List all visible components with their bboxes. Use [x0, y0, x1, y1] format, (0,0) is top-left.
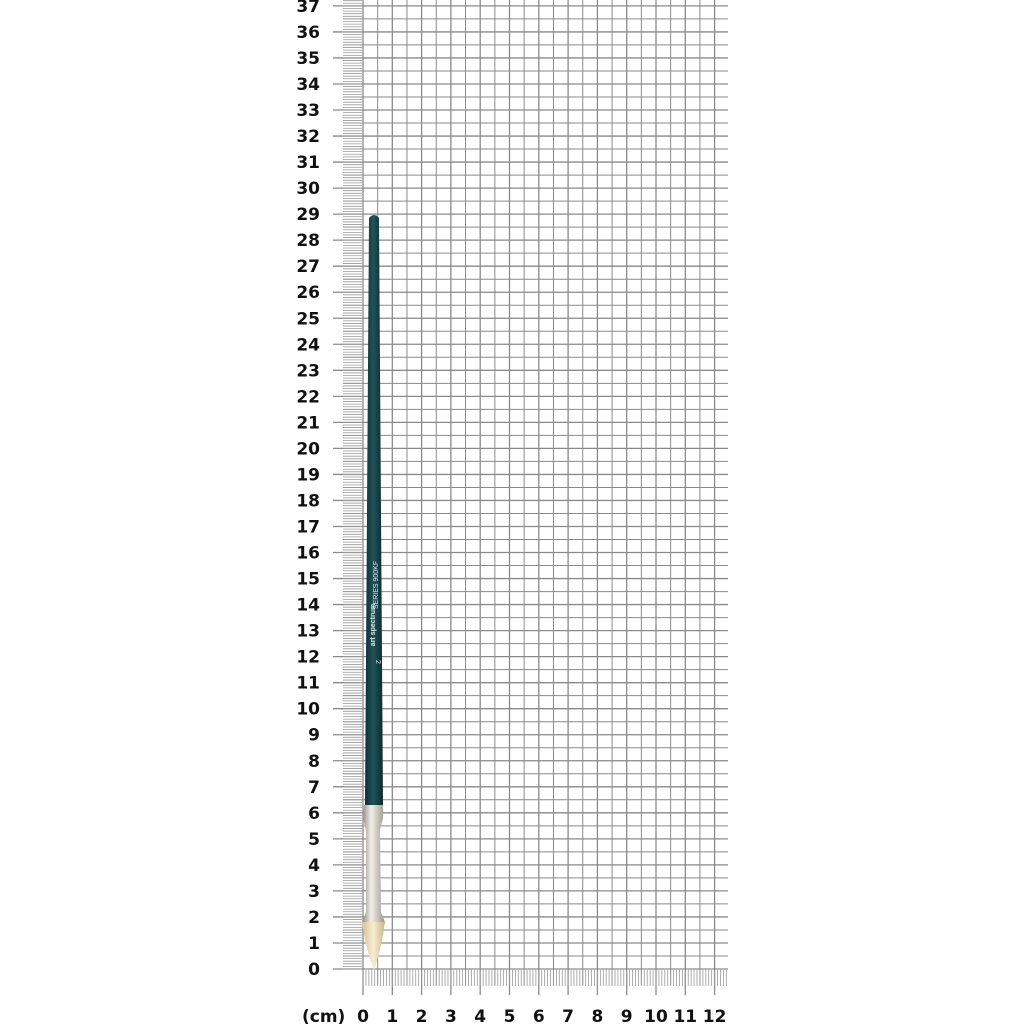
horizontal-cm-label: 11: [673, 1007, 697, 1024]
grid: [333, 0, 728, 995]
unit-label: (cm): [302, 1007, 345, 1024]
vertical-cm-label: 23: [296, 361, 320, 381]
horizontal-cm-label: 10: [644, 1007, 668, 1024]
vertical-cm-label: 35: [296, 49, 320, 69]
horizontal-cm-label: 3: [445, 1007, 457, 1024]
vertical-cm-label: 19: [296, 465, 320, 485]
vertical-cm-label: 6: [308, 804, 320, 824]
vertical-cm-labels: 0123456789101112131415161718192021222324…: [296, 0, 320, 980]
brush-brand-text: art spectrum: [370, 604, 377, 646]
vertical-cm-label: 34: [296, 75, 320, 95]
vertical-cm-label: 7: [308, 778, 320, 798]
vertical-cm-label: 1: [308, 934, 320, 954]
brush-size-text: 2: [374, 660, 381, 664]
vertical-cm-label: 16: [296, 544, 320, 564]
horizontal-cm-label: 1: [386, 1007, 398, 1024]
horizontal-cm-label: 12: [703, 1007, 727, 1024]
vertical-cm-label: 10: [296, 700, 320, 720]
vertical-cm-label: 18: [296, 491, 320, 511]
horizontal-cm-label: 9: [621, 1007, 633, 1024]
paintbrush: SERIES 900KF art spectrum 2: [362, 215, 385, 970]
vertical-cm-label: 17: [296, 517, 320, 537]
vertical-cm-label: 0: [308, 960, 320, 980]
vertical-cm-label: 33: [296, 101, 320, 121]
horizontal-cm-label: 5: [504, 1007, 516, 1024]
vertical-cm-label: 14: [296, 596, 320, 616]
vertical-cm-label: 29: [296, 205, 320, 225]
vertical-cm-label: 5: [308, 830, 320, 850]
horizontal-cm-label: 8: [591, 1007, 603, 1024]
vertical-cm-label: 37: [296, 0, 320, 17]
horizontal-cm-label: 4: [474, 1007, 486, 1024]
vertical-cm-label: 27: [296, 257, 320, 277]
vertical-cm-label: 24: [296, 335, 320, 355]
vertical-cm-label: 8: [308, 752, 320, 772]
vertical-cm-label: 30: [296, 179, 320, 199]
vertical-cm-label: 25: [296, 309, 320, 329]
horizontal-cm-label: 6: [533, 1007, 545, 1024]
vertical-cm-label: 26: [296, 283, 320, 303]
vertical-cm-label: 9: [308, 726, 320, 746]
vertical-cm-label: 12: [296, 648, 320, 668]
brush-bristles: [362, 922, 385, 970]
vertical-cm-label: 13: [296, 622, 320, 642]
vertical-cm-label: 15: [296, 570, 320, 590]
vertical-cm-label: 31: [296, 153, 320, 173]
vertical-cm-label: 22: [296, 387, 320, 407]
brush-series-text: SERIES 900KF: [373, 561, 380, 609]
vertical-cm-label: 2: [308, 908, 320, 928]
vertical-cm-label: 36: [296, 23, 320, 43]
vertical-cm-label: 3: [308, 882, 320, 902]
vertical-cm-label: 32: [296, 127, 320, 147]
vertical-cm-label: 20: [296, 439, 320, 459]
horizontal-cm-label: 2: [416, 1007, 428, 1024]
horizontal-cm-labels: 0 1 2 3 4 5 6 7 8 9 10 11 12: [357, 1007, 726, 1024]
vertical-cm-label: 28: [296, 231, 320, 251]
vertical-cm-label: 11: [296, 674, 320, 694]
vertical-cm-label: 4: [308, 856, 320, 876]
horizontal-cm-label: 0: [357, 1007, 369, 1024]
brush-handle: [365, 215, 383, 805]
vertical-cm-label: 21: [296, 413, 320, 433]
horizontal-cm-label: 7: [562, 1007, 574, 1024]
brush-ferrule: [362, 805, 385, 922]
